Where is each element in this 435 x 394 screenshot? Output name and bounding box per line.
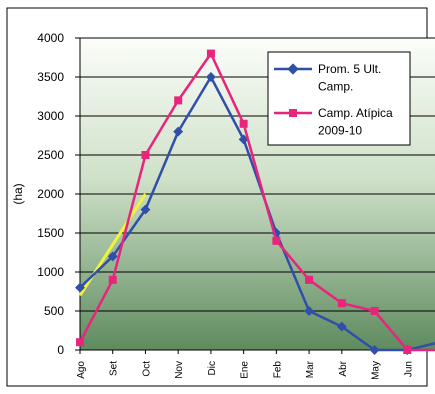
series-0-point-2: [140, 204, 151, 215]
x-tick-label-5: Ene: [240, 361, 251, 379]
x-tick-label-8: Abr: [338, 360, 349, 376]
series-0-point-3: [173, 126, 184, 137]
x-tick-label-4: Dic: [207, 361, 218, 375]
series-0-point-9: [369, 345, 380, 355]
x-tick-label-1: Set: [109, 361, 120, 376]
series-line-1: [78, 52, 435, 352]
y-tick-label-8: 4000: [37, 31, 64, 45]
x-tick-label-0: Ago: [76, 361, 87, 379]
series-1-point-8: [337, 299, 346, 308]
series-1-point-4: [206, 49, 215, 58]
y-tick-label-6: 3000: [37, 109, 64, 123]
x-axis-ticks: AgoSetOctNovDicEneFebMarAbrMayJunJul: [76, 350, 414, 380]
series-1-point-1: [108, 275, 117, 284]
series-1-point-2: [141, 151, 150, 159]
y-tick-label-5: 2500: [37, 148, 64, 162]
series-1-point-0: [76, 338, 84, 347]
series-1-point-6: [272, 236, 281, 245]
series-1-point-7: [305, 275, 314, 284]
series-0-point-8: [336, 321, 347, 332]
y-tick-label-1: 500: [44, 304, 64, 318]
x-tick-label-6: Feb: [272, 361, 283, 379]
y-tick-label-7: 3500: [37, 70, 64, 84]
y-tick-label-2: 1000: [37, 265, 64, 279]
legend-marker-series-1: [289, 109, 297, 117]
series-group: [75, 49, 435, 355]
y-axis-ticks: 0 500 1000 1500 2000 2500 3000 3500 4000: [37, 31, 80, 357]
series-1-point-9: [370, 307, 379, 315]
series-1-point-10: [403, 346, 412, 354]
series-0-point-4: [205, 72, 216, 82]
y-tick-label-4: 2000: [37, 187, 64, 201]
x-tick-label-9: May: [371, 361, 382, 380]
legend-label-series-1: Camp. Atípica 2009-10: [318, 106, 393, 137]
y-tick-label-0: 0: [57, 343, 64, 357]
legend-label-series-0: Prom. 5 Ult. Camp.: [318, 62, 381, 93]
x-tick-label-3: Nov: [174, 361, 185, 379]
series-0-point-7: [304, 306, 315, 316]
series-1-point-3: [174, 96, 183, 105]
x-tick-label-7: Mar: [305, 360, 316, 378]
series-1-point-5: [239, 119, 248, 128]
legend: Prom. 5 Ult. Camp. Camp. Atípica 2009-10: [267, 51, 411, 146]
x-tick-label-2: Oct: [141, 361, 152, 377]
x-tick-label-10: Jun: [403, 361, 414, 377]
y-axis-label: (ha): [11, 183, 25, 204]
y-tick-label-3: 1500: [37, 226, 64, 240]
